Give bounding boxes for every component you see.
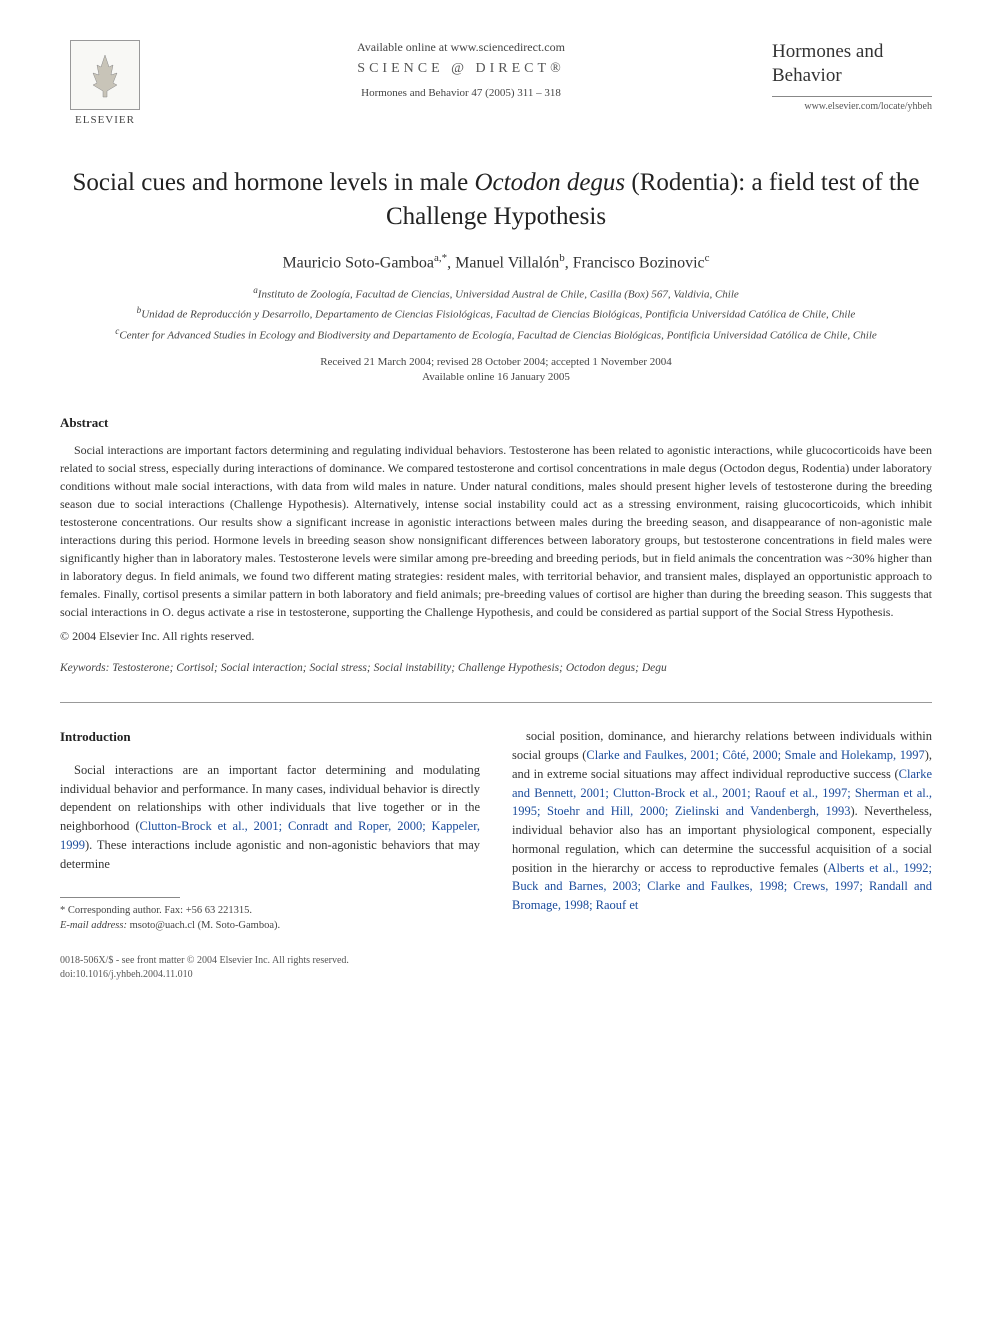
abstract-text: Social interactions are important factor… bbox=[60, 441, 932, 621]
journal-title-block: Hormones and Behavior www.elsevier.com/l… bbox=[772, 40, 932, 112]
online-date: Available online 16 January 2005 bbox=[60, 370, 932, 385]
email-value: msoto@uach.cl (M. Soto-Gamboa). bbox=[127, 920, 280, 931]
abstract-heading: Abstract bbox=[60, 415, 932, 431]
article-dates: Received 21 March 2004; revised 28 Octob… bbox=[60, 355, 932, 386]
author-3: Francisco Bozinovic bbox=[573, 254, 705, 271]
keywords-line: Keywords: Testosterone; Cortisol; Social… bbox=[60, 662, 932, 674]
section-divider bbox=[60, 702, 932, 703]
footnote-divider bbox=[60, 897, 180, 898]
footer-line-1: 0018-506X/$ - see front matter © 2004 El… bbox=[60, 954, 480, 968]
keywords-label: Keywords: bbox=[60, 662, 109, 674]
affiliations: aInstituto de Zoología, Facultad de Cien… bbox=[60, 284, 932, 345]
left-column: Introduction Social interactions are an … bbox=[60, 727, 480, 981]
elsevier-tree-logo bbox=[70, 40, 140, 110]
email-label: E-mail address: bbox=[60, 920, 127, 931]
author-2-sup: b bbox=[559, 252, 565, 264]
publisher-name: ELSEVIER bbox=[75, 114, 135, 126]
corresponding-author-footnote: * Corresponding author. Fax: +56 63 2213… bbox=[60, 904, 480, 933]
author-1: Mauricio Soto-Gamboa bbox=[282, 254, 434, 271]
journal-url: www.elsevier.com/locate/yhbeh bbox=[772, 101, 932, 112]
publisher-block: ELSEVIER bbox=[60, 40, 150, 126]
corr-email-line: E-mail address: msoto@uach.cl (M. Soto-G… bbox=[60, 919, 480, 934]
journal-title: Hormones and Behavior bbox=[772, 40, 932, 97]
footer-line-2: doi:10.1016/j.yhbeh.2004.11.010 bbox=[60, 968, 480, 982]
authors-line: Mauricio Soto-Gamboaa,*, Manuel Villalón… bbox=[60, 252, 932, 272]
page-footer: 0018-506X/$ - see front matter © 2004 El… bbox=[60, 954, 480, 982]
journal-reference: Hormones and Behavior 47 (2005) 311 – 31… bbox=[170, 87, 752, 99]
received-date: Received 21 March 2004; revised 28 Octob… bbox=[60, 355, 932, 370]
author-1-sup: a,* bbox=[434, 252, 447, 264]
page-header: ELSEVIER Available online at www.science… bbox=[60, 40, 932, 126]
intro-paragraph-left: Social interactions are an important fac… bbox=[60, 761, 480, 874]
intro-paragraph-right: social position, dominance, and hierarch… bbox=[512, 727, 932, 915]
affiliation-b: bUnidad de Reproducción y Desarrollo, De… bbox=[60, 304, 932, 324]
corr-author-line: * Corresponding author. Fax: +56 63 2213… bbox=[60, 904, 480, 919]
abstract-copyright: © 2004 Elsevier Inc. All rights reserved… bbox=[60, 629, 932, 644]
science-direct-logo: SCIENCE @ DIRECT® bbox=[170, 61, 752, 77]
tree-icon bbox=[77, 47, 133, 103]
citation-link[interactable]: Clarke and Faulkes, 2001; Côté, 2000; Sm… bbox=[586, 748, 924, 762]
header-center: Available online at www.sciencedirect.co… bbox=[150, 40, 772, 99]
affiliation-a: aInstituto de Zoología, Facultad de Cien… bbox=[60, 284, 932, 304]
title-species: Octodon degus bbox=[474, 169, 625, 196]
author-2: Manuel Villalón bbox=[455, 254, 559, 271]
affiliation-c: cCenter for Advanced Studies in Ecology … bbox=[60, 325, 932, 345]
available-online-text: Available online at www.sciencedirect.co… bbox=[170, 40, 752, 55]
author-3-sup: c bbox=[705, 252, 710, 264]
article-title: Social cues and hormone levels in male O… bbox=[60, 166, 932, 234]
right-column: social position, dominance, and hierarch… bbox=[512, 727, 932, 981]
body-columns: Introduction Social interactions are an … bbox=[60, 727, 932, 981]
introduction-heading: Introduction bbox=[60, 727, 480, 747]
keywords-list: Testosterone; Cortisol; Social interacti… bbox=[109, 662, 666, 674]
title-part-pre: Social cues and hormone levels in male bbox=[73, 169, 475, 196]
